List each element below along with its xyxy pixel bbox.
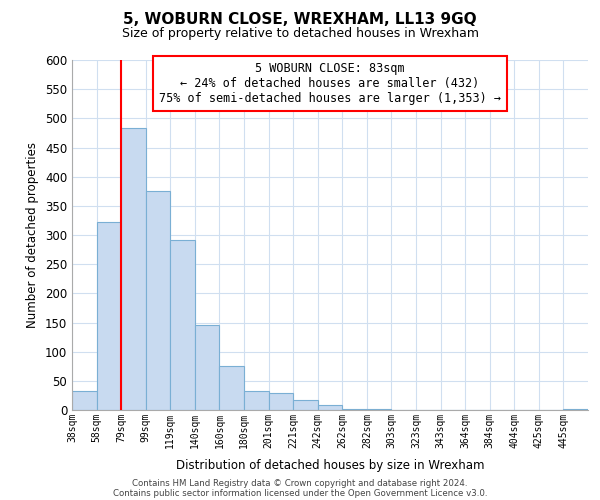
Bar [244, 392, 269, 410]
Y-axis label: Number of detached properties: Number of detached properties [26, 142, 40, 328]
Bar [220, 366, 244, 410]
Text: 5 WOBURN CLOSE: 83sqm
← 24% of detached houses are smaller (432)
75% of semi-det: 5 WOBURN CLOSE: 83sqm ← 24% of detached … [159, 62, 501, 105]
Bar [293, 400, 318, 410]
Bar [170, 240, 195, 410]
Bar [563, 409, 588, 410]
Text: Contains HM Land Registry data © Crown copyright and database right 2024.: Contains HM Land Registry data © Crown c… [132, 478, 468, 488]
Text: Size of property relative to detached houses in Wrexham: Size of property relative to detached ho… [121, 28, 479, 40]
Bar [318, 406, 342, 410]
Text: Contains public sector information licensed under the Open Government Licence v3: Contains public sector information licen… [113, 488, 487, 498]
Bar [195, 326, 220, 410]
Bar [146, 191, 170, 410]
Text: 5, WOBURN CLOSE, WREXHAM, LL13 9GQ: 5, WOBURN CLOSE, WREXHAM, LL13 9GQ [123, 12, 477, 28]
Bar [269, 393, 293, 410]
Bar [97, 222, 121, 410]
Bar [121, 128, 146, 410]
Bar [72, 392, 97, 410]
Bar [342, 409, 367, 410]
X-axis label: Distribution of detached houses by size in Wrexham: Distribution of detached houses by size … [176, 459, 484, 472]
